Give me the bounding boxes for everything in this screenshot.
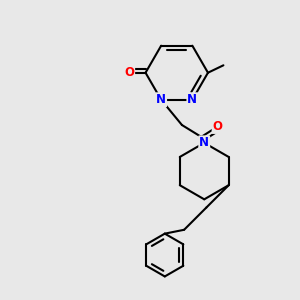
Text: N: N <box>199 136 209 149</box>
Text: O: O <box>124 66 134 79</box>
Text: N: N <box>188 93 197 106</box>
Text: N: N <box>156 93 166 106</box>
Text: O: O <box>213 120 223 133</box>
